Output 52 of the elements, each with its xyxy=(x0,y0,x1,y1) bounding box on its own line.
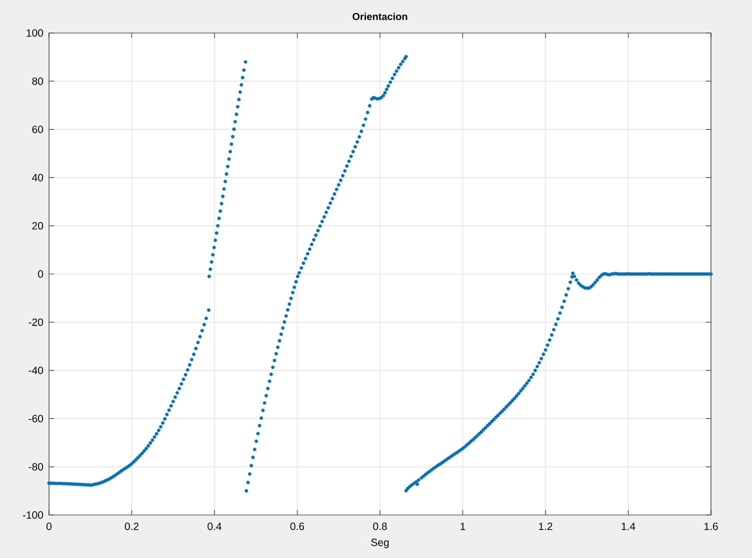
x-tick-label: 1.4 xyxy=(622,522,636,530)
point xyxy=(212,246,216,250)
point xyxy=(233,120,237,124)
x-tick-label: 1 xyxy=(460,522,466,530)
y-tick-label: 20 xyxy=(32,222,44,230)
y-tick-label: 100 xyxy=(26,29,44,37)
point xyxy=(224,180,228,184)
y-tick-label: -60 xyxy=(28,414,44,422)
point xyxy=(234,112,238,116)
y-tick-label: 60 xyxy=(32,126,44,134)
point xyxy=(240,76,244,80)
x-tick-label: 1.2 xyxy=(539,522,552,530)
point xyxy=(230,134,234,138)
x-tick-label: 0 xyxy=(46,522,52,530)
x-axis-title: Seg xyxy=(371,538,389,548)
point xyxy=(220,202,224,206)
point xyxy=(214,231,218,235)
x-tick-label: 0.4 xyxy=(208,522,222,530)
point xyxy=(224,172,228,176)
point xyxy=(226,164,230,168)
point xyxy=(244,60,248,64)
point xyxy=(218,209,222,213)
point xyxy=(210,260,214,264)
point xyxy=(221,194,225,198)
point xyxy=(236,104,240,108)
point xyxy=(238,90,242,94)
point xyxy=(207,274,211,278)
x-tick-label: 1.6 xyxy=(704,522,718,530)
point xyxy=(217,216,221,220)
x-tick-label: 0.8 xyxy=(373,522,387,530)
y-tick-label: 40 xyxy=(32,174,44,182)
point xyxy=(214,238,218,242)
point xyxy=(222,187,226,191)
point xyxy=(242,68,246,72)
y-tick-label: -20 xyxy=(28,318,44,326)
y-tick-label: 80 xyxy=(32,77,44,85)
y-tick-label: 0 xyxy=(38,270,44,278)
point xyxy=(211,252,215,256)
point xyxy=(232,127,236,131)
point xyxy=(228,150,232,154)
x-tick-label: 0.6 xyxy=(290,522,304,530)
point xyxy=(227,157,231,161)
y-tick-label: -100 xyxy=(22,511,44,519)
point xyxy=(237,98,241,102)
point xyxy=(230,142,234,146)
y-tick-label: -40 xyxy=(28,366,44,374)
point xyxy=(240,83,244,87)
x-tick-label: 0.2 xyxy=(124,522,139,530)
chart-title: Orientacion xyxy=(352,12,408,20)
point xyxy=(208,267,212,271)
y-tick-label: -80 xyxy=(28,463,44,471)
point xyxy=(216,224,220,228)
